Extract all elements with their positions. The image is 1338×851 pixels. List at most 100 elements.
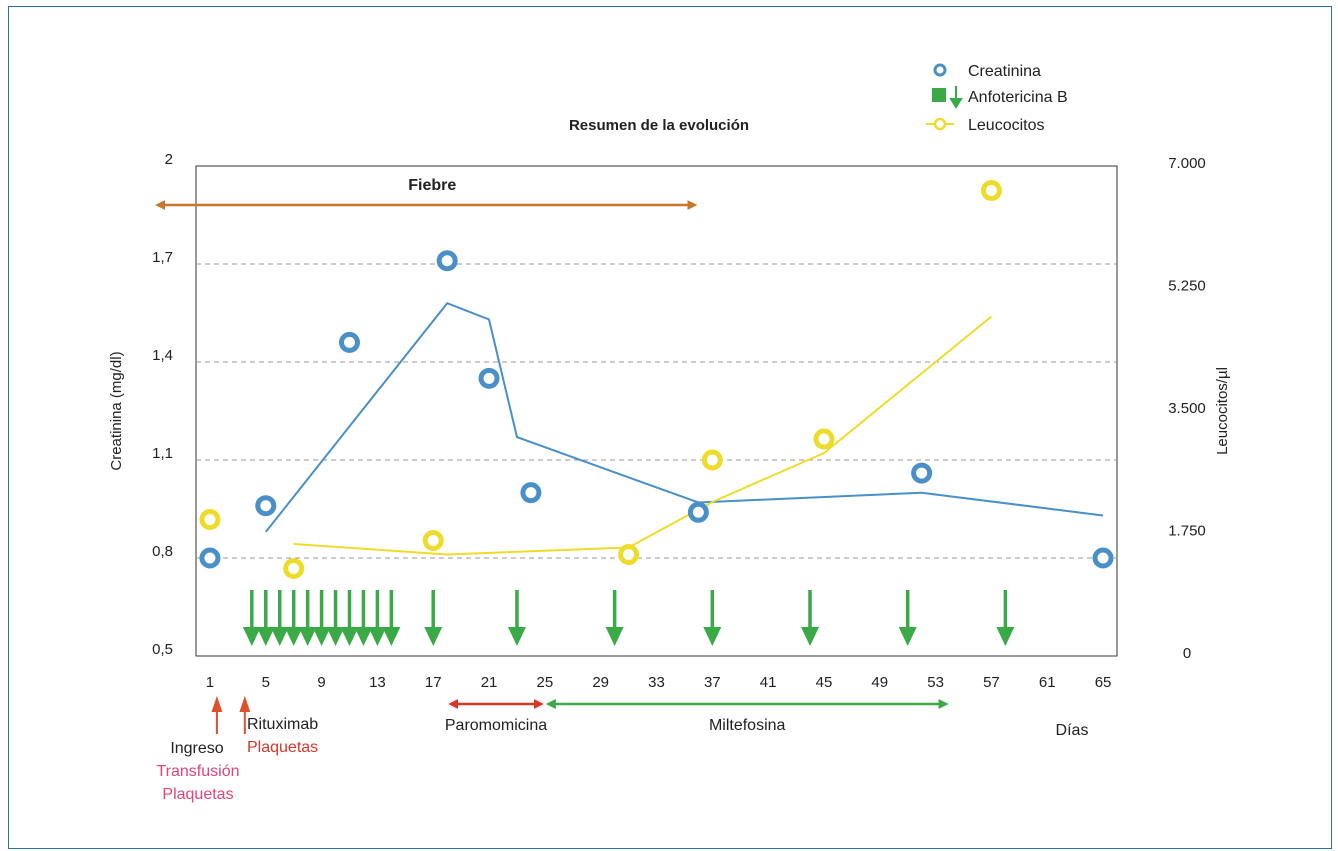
ingreso-arrow-icon (211, 695, 223, 734)
event-ingreso: Ingreso Transfusión Plaquetas (157, 695, 240, 803)
miltefosina-label: Miltefosina (709, 717, 786, 734)
x-tick-label: 25 (537, 674, 554, 691)
legend-leucocitos-label: Leucocitos (968, 117, 1045, 134)
x-tick-label: 61 (1039, 674, 1056, 691)
x-axis-label: Días (1056, 722, 1089, 739)
point-creatinina (339, 331, 360, 353)
y-right-ticks: 0 1.750 3.500 5.250 7.000 (1168, 155, 1206, 662)
event-rituximab: Rituximab Plaquetas (239, 695, 318, 756)
point-leucocitos (422, 530, 444, 551)
chart-title: Resumen de la evolución (569, 117, 749, 134)
miltefosina-annotation: Miltefosina (545, 699, 949, 734)
y-left-tick-label: 1,1 (152, 445, 173, 462)
fiebre-annotation: Fiebre (155, 177, 698, 210)
x-tick-label: 49 (871, 674, 888, 691)
legend-anfotericina-square (932, 88, 946, 102)
anfotericina-b-arrowhead (242, 627, 261, 646)
anfotericina-b-arrowhead (801, 627, 819, 646)
point-creatinina (911, 462, 933, 484)
legend-creatinina-marker (933, 63, 947, 77)
anfotericina-b-arrowhead (382, 627, 401, 646)
anfotericina-b-arrowhead (507, 627, 526, 646)
ingreso-transfusion-label: Transfusión (157, 763, 240, 780)
x-tick-label: 37 (704, 674, 721, 691)
ingreso-plaquetas-label: Plaquetas (162, 786, 233, 803)
anfotericina-b-arrowhead (256, 627, 275, 646)
x-tick-label: 57 (983, 674, 1000, 691)
anfotericina-b-arrowhead (298, 627, 317, 646)
x-tick-label: 33 (648, 674, 665, 691)
y-left-axis-label: Creatinina (mg/dl) (108, 351, 125, 470)
anfotericina-b-arrowhead (898, 627, 917, 646)
y-right-tick-label: 1.750 (1168, 523, 1206, 540)
point-creatinina (687, 501, 709, 523)
point-creatinina (520, 482, 542, 504)
x-tick-label: 21 (481, 674, 498, 691)
point-leucocitos (618, 544, 640, 565)
anfotericina-b-arrows (242, 590, 1015, 646)
anfotericina-b-arrowhead (368, 627, 387, 646)
x-tick-label: 41 (760, 674, 777, 691)
y-right-tick-label: 0 (1183, 645, 1191, 662)
anfotericina-b-arrowhead (605, 627, 624, 646)
y-left-tick-label: 0,8 (152, 543, 173, 560)
x-tick-label: 65 (1095, 674, 1112, 691)
x-tick-label: 53 (927, 674, 944, 691)
point-creatinina (436, 250, 458, 272)
legend-creatinina-label: Creatinina (968, 63, 1041, 80)
legend-anfotericina-label: Anfotericina B (968, 89, 1068, 106)
trend-line-leucocitos (293, 315, 993, 556)
x-ticks: 1 5 9 13 17 21 25 29 33 37 41 45 49 53 57 61 65 (206, 674, 1112, 691)
anfotericina-b-arrowhead (284, 627, 303, 646)
data-points (199, 180, 1114, 579)
rituximab-plaquetas-label: Plaquetas (247, 739, 318, 756)
point-creatinina (1092, 547, 1114, 569)
y-right-tick-label: 5.250 (1168, 278, 1206, 295)
x-tick-label: 5 (262, 674, 270, 691)
gridlines (196, 263, 1117, 559)
legend-leucocitos-marker (933, 117, 947, 131)
fiebre-label: Fiebre (408, 177, 456, 194)
anfotericina-b-arrowhead (326, 627, 345, 646)
x-tick-label: 17 (425, 674, 442, 691)
point-leucocitos (199, 509, 221, 530)
y-right-tick-label: 7.000 (1168, 155, 1206, 172)
y-left-tick-label: 1,7 (152, 249, 173, 266)
anfotericina-b-arrowhead (270, 627, 289, 646)
x-tick-label: 29 (592, 674, 609, 691)
rituximab-arrow-icon (239, 695, 251, 734)
paromomicina-label: Paromomicina (445, 717, 547, 734)
x-tick-label: 9 (317, 674, 325, 691)
trend-lines (265, 302, 1104, 556)
y-left-tick-label: 2 (165, 151, 173, 168)
x-tick-label: 13 (369, 674, 386, 691)
point-creatinina (199, 547, 221, 569)
ingreso-label: Ingreso (170, 740, 223, 757)
point-leucocitos (283, 558, 305, 579)
point-leucocitos (813, 428, 835, 450)
y-left-ticks: 0,5 0,8 1,1 1,4 1,7 2 (152, 151, 173, 658)
y-right-tick-label: 3.500 (1168, 400, 1206, 417)
x-tick-label: 1 (206, 674, 214, 691)
y-left-tick-label: 0,5 (152, 641, 173, 658)
legend-anfotericina-arrow-icon (949, 86, 963, 109)
point-creatinina (478, 367, 500, 389)
paromomicina-annotation: Paromomicina (445, 699, 547, 734)
anfotericina-b-arrowhead (703, 627, 722, 646)
legend: Creatinina Anfotericina B Leucocitos (926, 63, 1068, 134)
y-left-tick-label: 1,4 (152, 347, 173, 364)
y-right-axis-label: Leucocitos/µl (1214, 367, 1231, 455)
rituximab-label: Rituximab (247, 716, 318, 733)
trend-line-creatinina (265, 302, 1104, 533)
anfotericina-b-arrowhead (312, 627, 331, 646)
anfotericina-b-arrowhead (354, 627, 373, 646)
plot-area (195, 165, 1118, 657)
point-leucocitos (980, 180, 1002, 201)
x-tick-label: 45 (816, 674, 833, 691)
anfotericina-b-arrowhead (996, 627, 1015, 646)
point-leucocitos (701, 449, 723, 471)
anfotericina-b-arrowhead (424, 627, 443, 646)
point-creatinina (255, 495, 277, 517)
anfotericina-b-arrowhead (340, 627, 359, 646)
